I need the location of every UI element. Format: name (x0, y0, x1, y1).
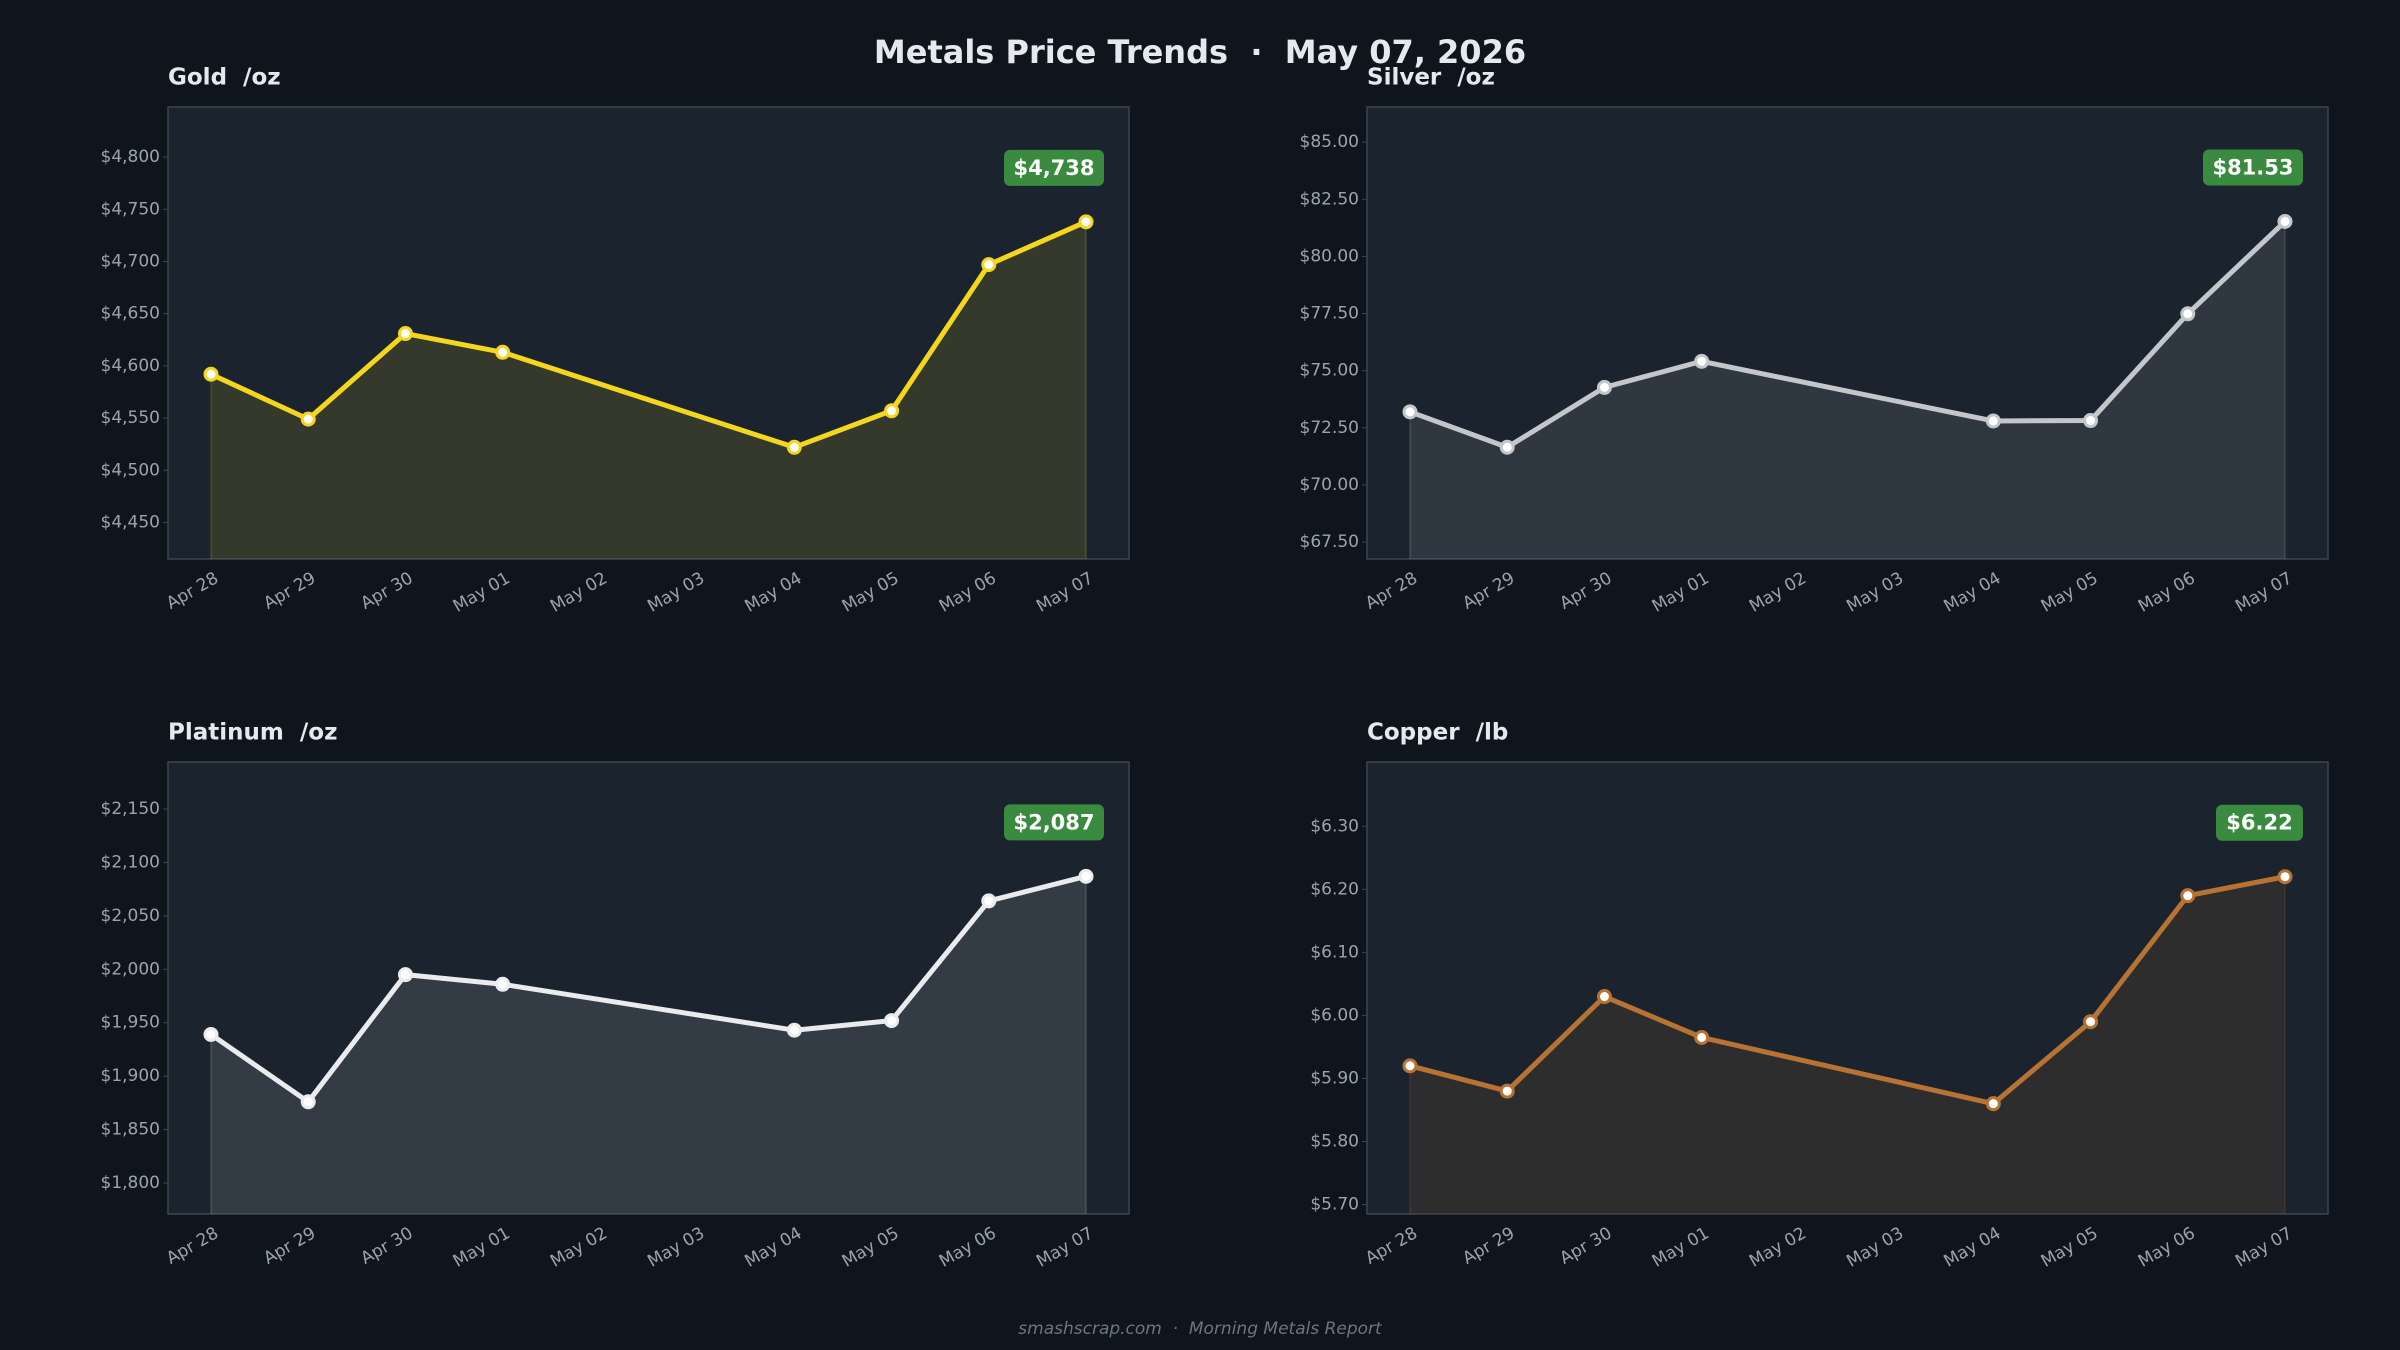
y-tick-label: $4,700 (101, 251, 160, 271)
y-tick-label: $4,800 (101, 147, 160, 167)
data-point (397, 967, 413, 983)
data-point (495, 344, 511, 360)
area-fill (211, 221, 1086, 559)
panel-title: Copper /lb (1367, 720, 1508, 746)
y-tick-label: $1,950 (101, 1013, 160, 1033)
data-point (203, 1026, 219, 1042)
y-tick-label: $70.00 (1300, 475, 1359, 495)
y-tick-label: $5.80 (1310, 1132, 1359, 1152)
plot-area (167, 106, 1130, 560)
data-point (2277, 869, 2293, 885)
price-badge (2216, 804, 2303, 841)
data-point (2083, 1014, 2099, 1030)
data-point (1596, 379, 1612, 395)
data-point (1402, 1058, 1418, 1074)
price-line (1409, 219, 2287, 450)
data-point (786, 439, 802, 455)
y-tick-label: $72.50 (1300, 418, 1359, 438)
data-point (981, 893, 997, 909)
price-badge-label: $6.22 (2226, 811, 2292, 835)
data-point (884, 1013, 900, 1029)
y-tick-label: $1,850 (101, 1120, 160, 1140)
y-tick-label: $5.90 (1310, 1068, 1359, 1088)
price-badge (1004, 149, 1104, 186)
data-point (495, 976, 511, 992)
y-tick-label: $75.00 (1300, 361, 1359, 381)
panel-title: Gold /oz (168, 65, 281, 91)
plot-area (1366, 761, 2329, 1215)
data-point (1596, 989, 1612, 1005)
data-point (300, 1094, 316, 1110)
data-point (1694, 353, 1710, 369)
y-tick-label: $2,000 (101, 959, 160, 979)
data-point (1078, 868, 1094, 884)
y-tick-label: $2,100 (101, 852, 160, 872)
y-tick-label: $6.20 (1310, 879, 1359, 899)
y-tick-label: $2,050 (101, 906, 160, 926)
price-badge-label: $4,738 (1013, 156, 1094, 180)
y-tick-label: $80.00 (1300, 246, 1359, 266)
area-fill (1410, 876, 2285, 1214)
plot-area (167, 761, 1130, 1215)
area-fill (211, 876, 1086, 1214)
y-tick-label: $4,650 (101, 304, 160, 324)
data-point (2180, 306, 2196, 322)
data-point (300, 411, 316, 427)
data-point (1985, 1096, 2001, 1112)
panel-title: Silver /oz (1367, 65, 1495, 91)
footer: smashscrap.com · Morning Metals Report (1018, 1319, 1383, 1339)
y-tick-label: $6.10 (1310, 942, 1359, 962)
data-point (1694, 1029, 1710, 1045)
price-badge-label: $81.53 (2212, 155, 2293, 179)
y-tick-label: $4,600 (101, 356, 160, 376)
price-line (209, 219, 1088, 450)
y-tick-label: $4,750 (101, 199, 160, 219)
page-title: Metals Price Trends · May 07, 2026 (874, 33, 1526, 71)
y-tick-label: $6.00 (1310, 1005, 1359, 1025)
data-point (397, 326, 413, 342)
data-point (1402, 404, 1418, 420)
price-badge (1004, 804, 1104, 841)
data-point (884, 403, 900, 419)
data-point (2083, 413, 2099, 429)
price-line (209, 873, 1087, 1105)
y-tick-label: $77.50 (1300, 304, 1359, 324)
data-point (1078, 214, 1094, 230)
data-point (1985, 413, 2001, 429)
data-point (981, 257, 997, 273)
y-tick-label: $4,500 (101, 460, 160, 480)
y-tick-label: $67.50 (1300, 532, 1359, 552)
data-point (786, 1022, 802, 1038)
y-tick-label: $5.70 (1310, 1195, 1359, 1215)
y-tick-label: $85.00 (1300, 132, 1359, 152)
y-tick-label: $2,150 (101, 799, 160, 819)
y-tick-label: $4,550 (101, 408, 160, 428)
y-tick-label: $1,800 (101, 1173, 160, 1193)
data-point (1499, 439, 1515, 455)
price-line (1409, 874, 2286, 1107)
data-point (2277, 213, 2293, 229)
y-tick-label: $1,900 (101, 1066, 160, 1086)
y-tick-label: $4,450 (101, 512, 160, 532)
price-badge-label: $2,087 (1013, 810, 1094, 834)
y-tick-label: $6.30 (1310, 816, 1359, 836)
panel-title: Platinum /oz (168, 720, 337, 746)
data-point (1499, 1083, 1515, 1099)
price-badge (2203, 149, 2303, 186)
y-tick-label: $82.50 (1300, 189, 1359, 209)
area-fill (1410, 221, 2285, 559)
data-point (203, 366, 219, 382)
data-point (2180, 888, 2196, 904)
